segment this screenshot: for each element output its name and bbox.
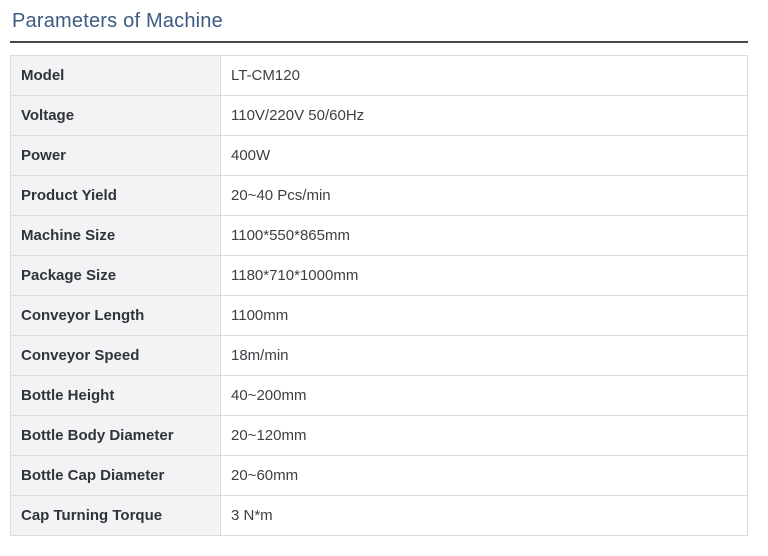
table-row: Conveyor Length 1100mm [11, 296, 748, 336]
param-label: Bottle Height [11, 376, 221, 416]
title-underline [10, 41, 748, 43]
table-row: Product Yield 20~40 Pcs/min [11, 176, 748, 216]
param-value: 20~120mm [221, 416, 748, 456]
table-row: Bottle Height 40~200mm [11, 376, 748, 416]
param-label: Cap Turning Torque [11, 496, 221, 536]
param-label: Package Size [11, 256, 221, 296]
table-row: Bottle Body Diameter 20~120mm [11, 416, 748, 456]
parameters-table: Model LT-CM120 Voltage 110V/220V 50/60Hz… [10, 55, 748, 536]
table-row: Machine Size 1100*550*865mm [11, 216, 748, 256]
param-label: Bottle Body Diameter [11, 416, 221, 456]
param-value: 18m/min [221, 336, 748, 376]
table-row: Cap Turning Torque 3 N*m [11, 496, 748, 536]
param-value: 110V/220V 50/60Hz [221, 96, 748, 136]
param-label: Machine Size [11, 216, 221, 256]
table-row: Voltage 110V/220V 50/60Hz [11, 96, 748, 136]
table-row: Conveyor Speed 18m/min [11, 336, 748, 376]
table-row: Model LT-CM120 [11, 56, 748, 96]
param-label: Model [11, 56, 221, 96]
table-row: Bottle Cap Diameter 20~60mm [11, 456, 748, 496]
section-title: Parameters of Machine [10, 6, 748, 41]
param-label: Voltage [11, 96, 221, 136]
param-label: Conveyor Length [11, 296, 221, 336]
param-value: 1180*710*1000mm [221, 256, 748, 296]
table-row: Package Size 1180*710*1000mm [11, 256, 748, 296]
param-label: Power [11, 136, 221, 176]
param-value: 3 N*m [221, 496, 748, 536]
param-label: Product Yield [11, 176, 221, 216]
param-label: Conveyor Speed [11, 336, 221, 376]
param-value: 1100mm [221, 296, 748, 336]
param-value: LT-CM120 [221, 56, 748, 96]
param-value: 400W [221, 136, 748, 176]
table-row: Power 400W [11, 136, 748, 176]
param-label: Bottle Cap Diameter [11, 456, 221, 496]
param-value: 20~40 Pcs/min [221, 176, 748, 216]
param-value: 40~200mm [221, 376, 748, 416]
param-value: 20~60mm [221, 456, 748, 496]
parameters-table-body: Model LT-CM120 Voltage 110V/220V 50/60Hz… [11, 56, 748, 536]
param-value: 1100*550*865mm [221, 216, 748, 256]
parameters-section: Parameters of Machine Model LT-CM120 Vol… [0, 0, 768, 556]
